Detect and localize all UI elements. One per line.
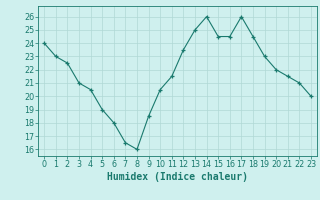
X-axis label: Humidex (Indice chaleur): Humidex (Indice chaleur) — [107, 172, 248, 182]
